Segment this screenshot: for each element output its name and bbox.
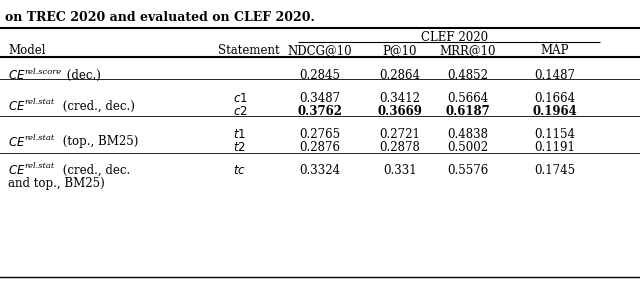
Text: 0.1964: 0.1964 xyxy=(532,105,577,118)
Text: 0.2845: 0.2845 xyxy=(300,69,340,82)
Text: 0.1487: 0.1487 xyxy=(534,69,575,82)
Text: MRR@10: MRR@10 xyxy=(440,44,496,57)
Text: 0.1191: 0.1191 xyxy=(534,141,575,154)
Text: 0.2876: 0.2876 xyxy=(300,141,340,154)
Text: 0.3487: 0.3487 xyxy=(300,92,340,105)
Text: (top., BM25): (top., BM25) xyxy=(59,136,138,149)
Text: (dec.): (dec.) xyxy=(63,69,100,82)
Text: rel.stat: rel.stat xyxy=(24,162,54,170)
Text: rel.stat: rel.stat xyxy=(24,134,54,142)
Text: Model: Model xyxy=(8,44,45,57)
Text: and top., BM25): and top., BM25) xyxy=(8,177,105,190)
Text: 0.4838: 0.4838 xyxy=(447,128,488,141)
Text: P@10: P@10 xyxy=(383,44,417,57)
Text: 0.1745: 0.1745 xyxy=(534,164,575,177)
Text: NDCG@10: NDCG@10 xyxy=(288,44,352,57)
Text: $c1$: $c1$ xyxy=(233,92,248,105)
Text: $CE$: $CE$ xyxy=(8,136,26,149)
Text: 0.3762: 0.3762 xyxy=(298,105,342,118)
Text: 0.4852: 0.4852 xyxy=(447,69,488,82)
Text: $CE$: $CE$ xyxy=(8,69,26,82)
Text: CLEF 2020: CLEF 2020 xyxy=(421,31,488,44)
Text: rel.stat: rel.stat xyxy=(24,98,54,106)
Text: 0.2878: 0.2878 xyxy=(380,141,420,154)
Text: $t1$: $t1$ xyxy=(233,128,246,141)
Text: 0.331: 0.331 xyxy=(383,164,417,177)
Text: 0.3412: 0.3412 xyxy=(380,92,420,105)
Text: $CE$: $CE$ xyxy=(8,100,26,113)
Text: 0.1664: 0.1664 xyxy=(534,92,575,105)
Text: 0.3669: 0.3669 xyxy=(378,105,422,118)
Text: 0.2864: 0.2864 xyxy=(380,69,420,82)
Text: 0.3324: 0.3324 xyxy=(300,164,340,177)
Text: $c2$: $c2$ xyxy=(233,105,248,118)
Text: Statement: Statement xyxy=(218,44,280,57)
Text: 0.5576: 0.5576 xyxy=(447,164,488,177)
Text: (cred., dec.): (cred., dec.) xyxy=(59,100,134,113)
Text: (cred., dec.: (cred., dec. xyxy=(59,164,130,177)
Text: 0.2765: 0.2765 xyxy=(300,128,340,141)
Text: on TREC 2020 and evaluated on CLEF 2020.: on TREC 2020 and evaluated on CLEF 2020. xyxy=(5,11,315,24)
Text: MAP: MAP xyxy=(541,44,569,57)
Text: 0.1154: 0.1154 xyxy=(534,128,575,141)
Text: 0.2721: 0.2721 xyxy=(380,128,420,141)
Text: 0.5002: 0.5002 xyxy=(447,141,488,154)
Text: $CE$: $CE$ xyxy=(8,164,26,177)
Text: $t2$: $t2$ xyxy=(233,141,246,154)
Text: 0.5664: 0.5664 xyxy=(447,92,488,105)
Text: 0.6187: 0.6187 xyxy=(445,105,490,118)
Text: rel.score: rel.score xyxy=(24,68,61,76)
Text: $tc$: $tc$ xyxy=(233,164,246,177)
